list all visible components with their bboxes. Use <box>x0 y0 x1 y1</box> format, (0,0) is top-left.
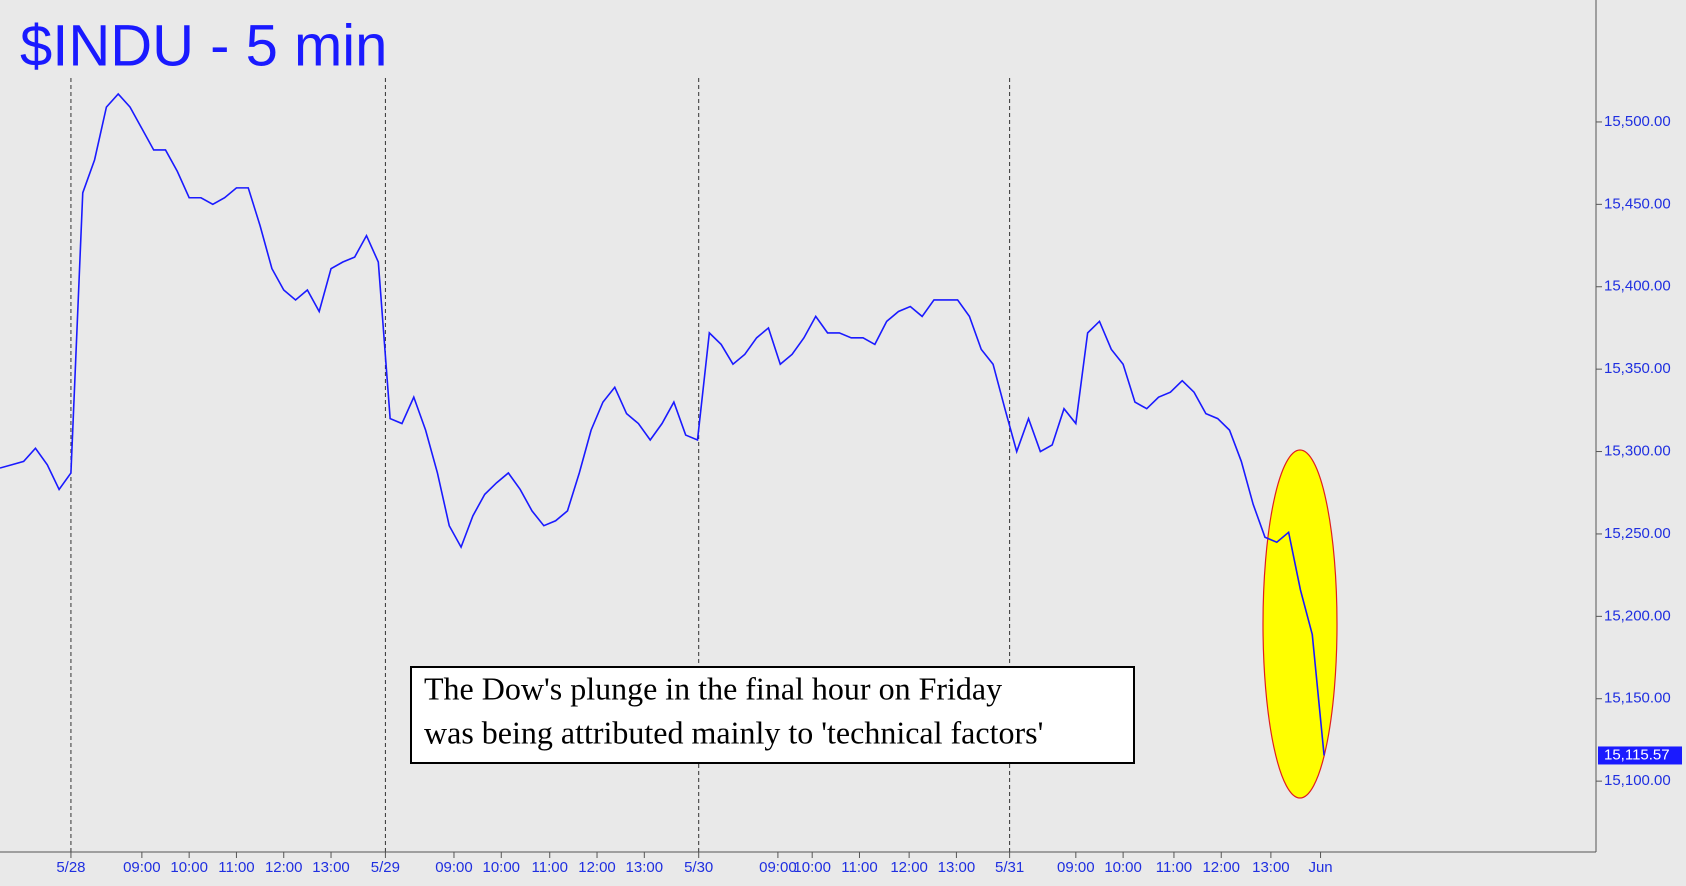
y-tick-label: 15,250.00 <box>1604 525 1671 542</box>
chart-title: $INDU - 5 min <box>20 13 387 78</box>
x-tick-label: 12:00 <box>890 859 928 876</box>
plot <box>0 78 1325 852</box>
x-tick-label: 12:00 <box>1202 859 1240 876</box>
x-tick-label: 13:00 <box>312 859 350 876</box>
y-tick-label: 15,400.00 <box>1604 278 1671 295</box>
x-tick-label: 11:00 <box>218 859 254 876</box>
y-tick-label: 15,350.00 <box>1604 360 1671 377</box>
annotation-line: was being attributed mainly to 'technica… <box>424 714 1043 750</box>
x-tick-label: 5/28 <box>56 859 85 876</box>
x-tick-label: 10:00 <box>482 859 520 876</box>
y-tick-label: 15,300.00 <box>1604 443 1671 460</box>
last-price-label: 15,115.57 <box>1604 746 1670 763</box>
x-tick-label: Jun <box>1308 859 1332 876</box>
x-tick-label: 5/30 <box>684 859 713 876</box>
x-tick-label: 10:00 <box>793 859 831 876</box>
x-tick-label: 13:00 <box>626 859 664 876</box>
last-price-box <box>1598 746 1682 765</box>
x-tick-label: 12:00 <box>265 859 303 876</box>
x-tick-label: 12:00 <box>578 859 616 876</box>
annotation-line: The Dow's plunge in the final hour on Fr… <box>424 670 1002 706</box>
x-tick-label: 10:00 <box>170 859 208 876</box>
x-tick-label: 11:00 <box>532 859 568 876</box>
y-tick-label: 15,450.00 <box>1604 195 1671 212</box>
highlight-ellipse <box>1262 449 1338 799</box>
y-tick-label: 15,500.00 <box>1604 113 1671 130</box>
x-tick-label: 5/29 <box>371 859 400 876</box>
x-tick-label: 5/31 <box>995 859 1024 876</box>
x-tick-label: 09:00 <box>435 859 473 876</box>
y-tick-label: 15,150.00 <box>1604 690 1671 707</box>
x-tick-label: 13:00 <box>1252 859 1290 876</box>
y-tick-label: 15,100.00 <box>1604 772 1671 789</box>
x-tick-label: 09:00 <box>1057 859 1095 876</box>
y-tick-label: 15,200.00 <box>1604 607 1671 624</box>
price-line <box>0 92 1325 756</box>
x-tick-label: 13:00 <box>938 859 976 876</box>
x-tick-label: 11:00 <box>841 859 877 876</box>
x-tick-label: 09:00 <box>759 859 797 876</box>
x-tick-label: 09:00 <box>123 859 161 876</box>
annotation-box <box>410 666 1135 764</box>
x-tick-label: 10:00 <box>1104 859 1142 876</box>
x-tick-label: 11:00 <box>1156 859 1192 876</box>
